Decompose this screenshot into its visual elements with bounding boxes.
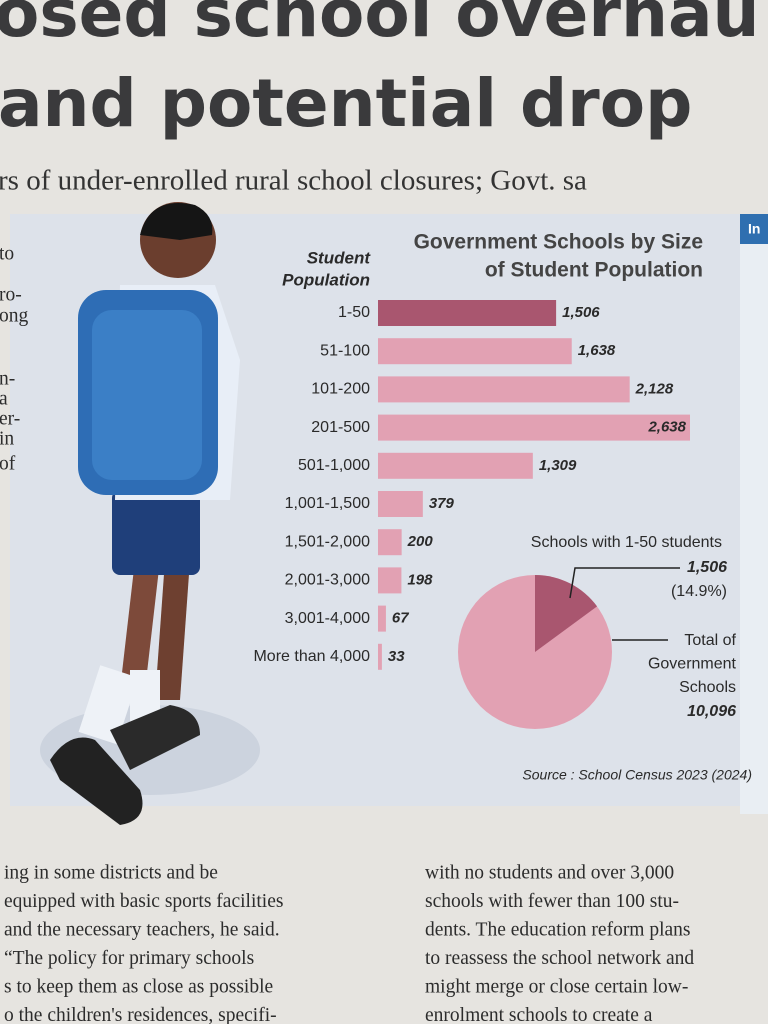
value-label: 379 — [429, 495, 455, 512]
category-label: 1-50 — [338, 304, 370, 321]
body-text: equipped with basic sports facilities — [4, 891, 283, 912]
bar — [378, 452, 533, 479]
value-label: 200 — [407, 533, 434, 550]
bar — [378, 300, 557, 326]
category-label: 501-1,000 — [298, 457, 370, 474]
headline: osed school overhau — [0, 0, 759, 52]
side-box — [740, 214, 768, 814]
value-label: 1,506 — [562, 304, 600, 321]
headline: and potential drop — [0, 65, 692, 142]
column-fragment: of — [0, 453, 16, 474]
bar — [378, 643, 382, 670]
subheadline: rs of under-enrolled rural school closur… — [0, 165, 587, 197]
pie-slice — [535, 575, 598, 652]
pie-slice-label: Schools with 1-50 students — [531, 534, 722, 551]
source: Source : School Census 2023 (2024) — [522, 767, 752, 783]
body-text: “The policy for primary schools — [4, 948, 254, 969]
body-text: with no students and over 3,000 — [425, 862, 674, 883]
bar — [378, 414, 690, 441]
pie-total-value: 10,096 — [687, 703, 736, 720]
category-label: 101-200 — [311, 381, 370, 398]
category-label: 1,501-2,000 — [285, 533, 371, 550]
category-label: 1,001-1,500 — [285, 495, 371, 512]
body-text: schools with fewer than 100 stu- — [425, 891, 679, 912]
category-label: 2,001-3,000 — [285, 572, 371, 589]
value-label: 198 — [407, 571, 433, 588]
column-fragment: ro- — [0, 284, 22, 305]
pie-total-label: Schools — [679, 679, 736, 696]
body-text: o the children's residences, specifi- — [4, 1005, 277, 1024]
side-box-header — [740, 214, 768, 244]
category-label: 3,001-4,000 — [285, 610, 371, 627]
body-text: enrolment schools to create a — [425, 1005, 653, 1024]
value-label: 1,309 — [539, 457, 577, 474]
category-axis-label: Population — [282, 270, 370, 289]
body-text: might merge or close certain low- — [425, 976, 688, 997]
column-fragment: in — [0, 428, 14, 449]
bar — [378, 605, 386, 632]
body-text: s to keep them as close as possible — [4, 976, 273, 997]
bar-chart-title: Government Schools by Size — [414, 231, 703, 254]
category-label: 201-500 — [311, 419, 370, 436]
body-text: dents. The education reform plans — [425, 919, 691, 940]
body-text: ing in some districts and be — [4, 862, 218, 883]
pie-total-label: Total of — [684, 632, 736, 649]
pie-slice-percent: (14.9%) — [671, 583, 727, 600]
value-label: 2,128 — [635, 380, 674, 397]
bar-chart-title: of Student Population — [485, 259, 703, 282]
column-fragment: to — [0, 243, 14, 264]
side-box-label: In — [748, 221, 760, 237]
pie-total-label: Government — [648, 656, 737, 673]
category-axis-label: Student — [307, 248, 372, 267]
column-fragment: ong — [0, 305, 29, 326]
bar — [378, 338, 572, 365]
value-label: 1,638 — [578, 342, 616, 359]
bar — [378, 376, 630, 403]
body-text: to reassess the school network and — [425, 948, 694, 969]
bar — [378, 529, 402, 556]
column-fragment: n- — [0, 368, 15, 389]
leader-line — [569, 567, 680, 599]
pie-slice-value: 1,506 — [687, 559, 727, 576]
column-fragment: a — [0, 388, 8, 409]
column-fragment: er- — [0, 408, 20, 429]
value-label: 33 — [388, 648, 405, 665]
bar — [378, 567, 402, 594]
boy-illustration — [40, 202, 260, 825]
value-label: 67 — [392, 610, 409, 627]
value-label: 2,638 — [647, 419, 686, 436]
category-label: 51-100 — [320, 342, 370, 359]
bar — [378, 491, 423, 517]
body-text: and the necessary teachers, he said. — [4, 919, 280, 940]
category-label: More than 4,000 — [253, 648, 370, 665]
